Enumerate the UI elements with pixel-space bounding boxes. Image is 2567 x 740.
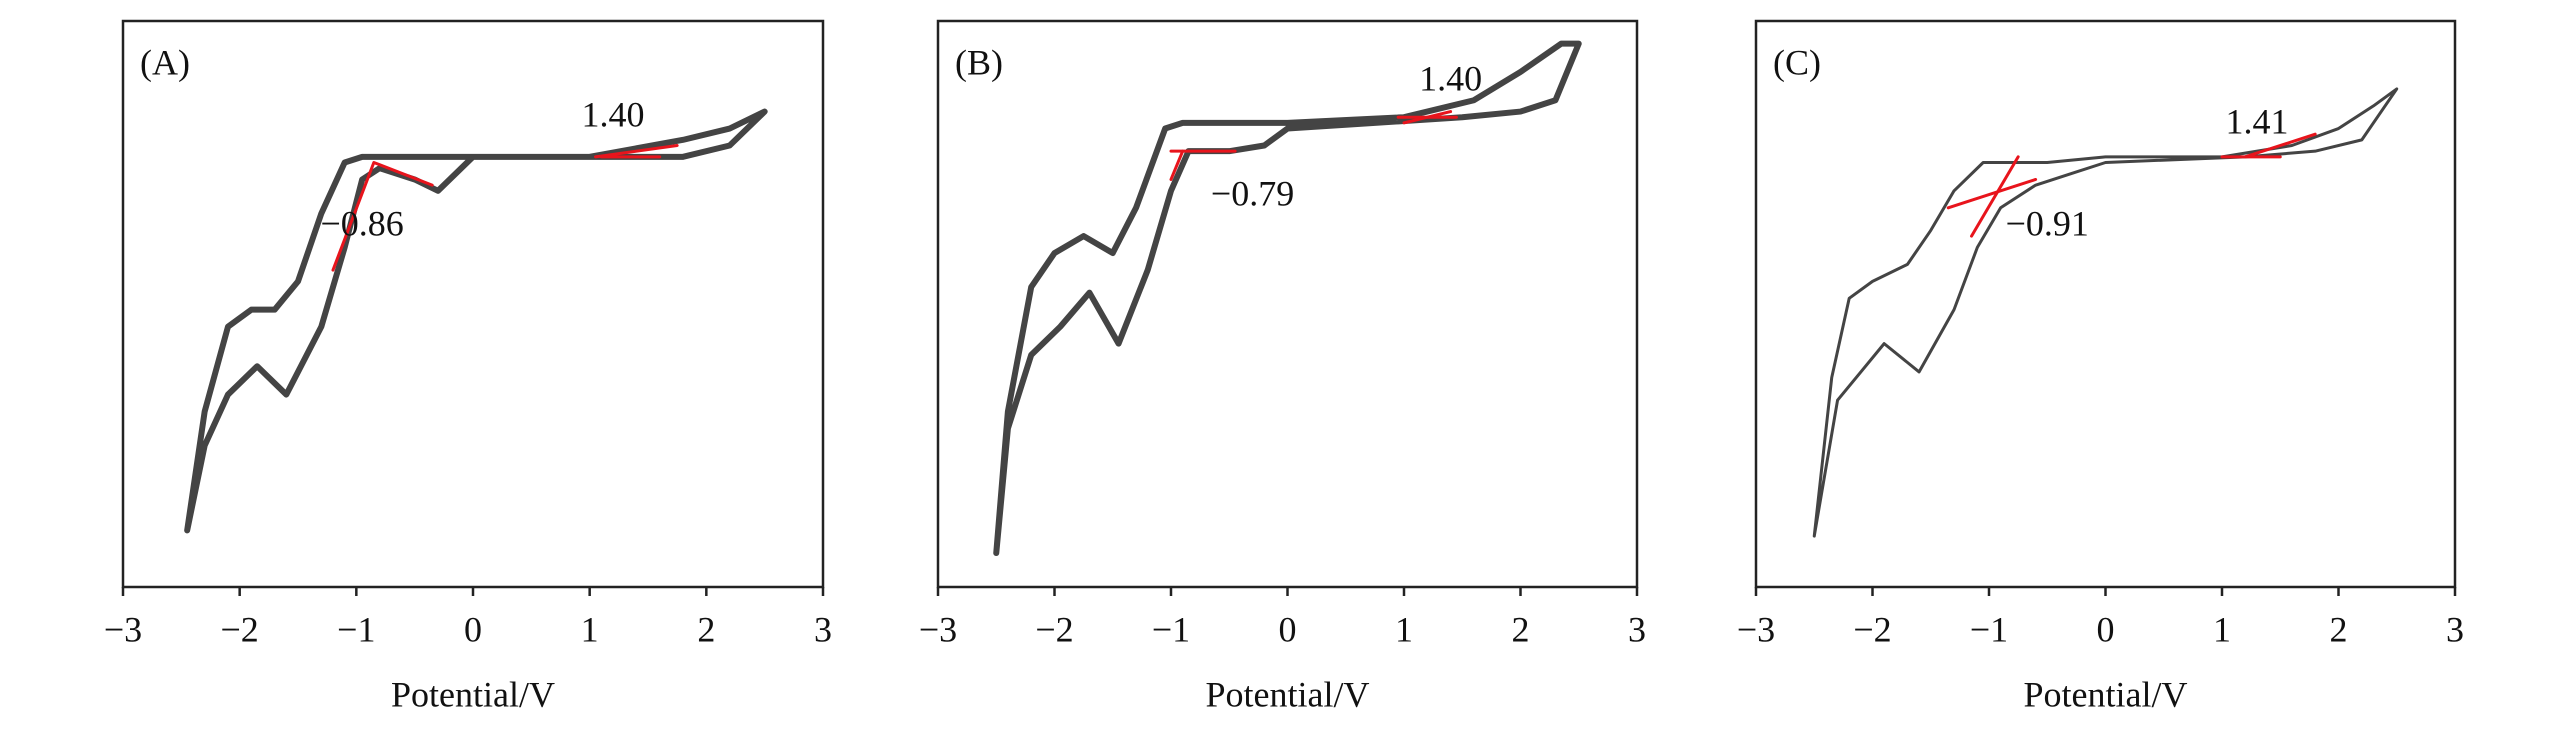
x-tick-label: −1 (337, 609, 375, 649)
x-tick-label: −1 (1152, 609, 1190, 649)
x-axis-label: Potential/V (2024, 674, 2188, 714)
x-tick-label: 3 (814, 609, 832, 649)
x-tick-label: −1 (1970, 609, 2008, 649)
x-tick-label: 3 (1628, 609, 1646, 649)
x-tick-label: 1 (2213, 609, 2231, 649)
tangent-line (1169, 149, 1185, 181)
x-tick-label: 1 (1395, 609, 1413, 649)
annotation: −0.86 (321, 203, 404, 243)
x-tick-label: −2 (221, 609, 259, 649)
x-tick-label: 1 (581, 609, 599, 649)
x-tick-label: 2 (697, 609, 715, 649)
annotation: 1.40 (582, 94, 645, 134)
panel-label: (B) (955, 42, 1003, 82)
x-axis-label: Potential/V (391, 674, 555, 714)
plot-frame (1754, 19, 2457, 589)
x-tick-label: 2 (2330, 609, 2348, 649)
tangent-line (1970, 155, 2020, 238)
annotation: 1.40 (1419, 58, 1482, 98)
panel-label: (C) (1773, 42, 1821, 82)
tangent-line (1946, 177, 2038, 210)
x-tick-label: −3 (919, 609, 957, 649)
x-tick-label: −2 (1853, 609, 1891, 649)
cv-curve (1812, 87, 2399, 538)
x-tick-label: −3 (1737, 609, 1775, 649)
x-tick-label: 0 (2097, 609, 2115, 649)
x-tick-label: −3 (104, 609, 142, 649)
tangent-line (2243, 132, 2317, 159)
x-tick-label: −2 (1035, 609, 1073, 649)
tangent-line (594, 144, 679, 159)
annotation: −0.79 (1211, 173, 1294, 213)
tangent-line (1402, 110, 1453, 125)
plot-frame (121, 19, 825, 589)
tangent-line (331, 161, 434, 272)
x-tick-label: 2 (1512, 609, 1530, 649)
x-axis-label: Potential/V (1206, 674, 1370, 714)
annotation: −0.91 (2006, 203, 2089, 243)
cv-curve (184, 108, 768, 534)
x-tick-label: 3 (2446, 609, 2464, 649)
panel-label: (A) (140, 42, 190, 82)
cv-curve (993, 40, 1582, 557)
x-tick-label: 0 (1279, 609, 1297, 649)
x-tick-label: 0 (464, 609, 482, 649)
annotation: 1.41 (2225, 101, 2288, 141)
